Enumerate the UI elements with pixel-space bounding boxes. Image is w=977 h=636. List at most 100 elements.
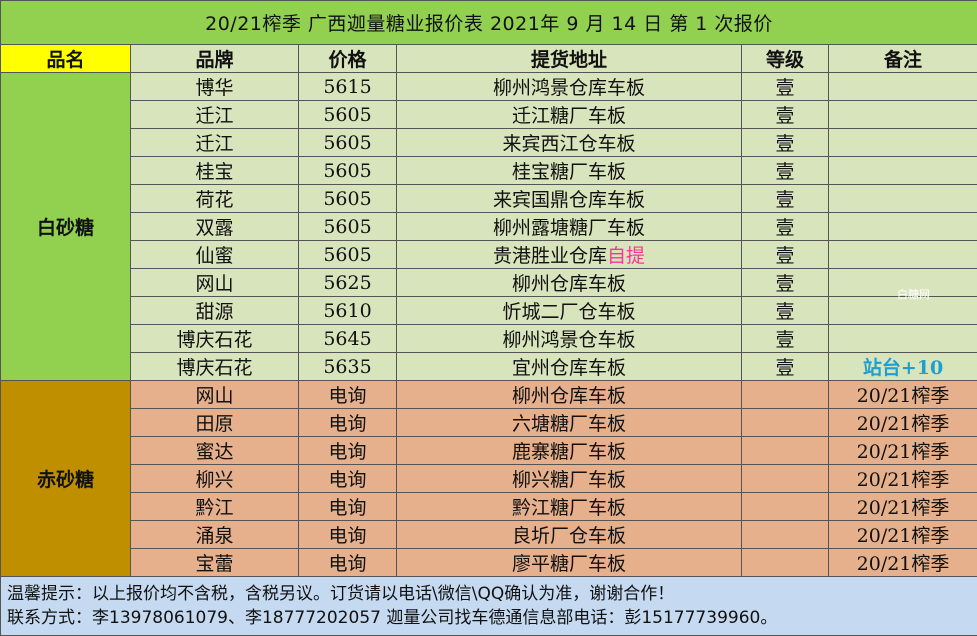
cell-location: 柳州仓库车板 [397,269,742,297]
cell-brand: 网山 [131,269,299,297]
cell-price: 电询 [299,549,397,577]
cell-note [829,101,977,129]
footer-contact: 联系方式：李13978061079、李18777202057 迦量公司找车德通信… [7,606,977,630]
cell-location: 黔江糖厂车板 [397,493,742,521]
cell-location: 良圻厂仓车板 [397,521,742,549]
cell-price: 电询 [299,521,397,549]
cell-brand: 博华 [131,73,299,101]
cell-location: 来宾国鼎仓库车板 [397,185,742,213]
cell-price: 电询 [299,437,397,465]
cell-note: 20/21榨季 [829,437,977,465]
cell-grade [742,465,829,493]
header-location: 提货地址 [397,45,742,73]
cell-grade [742,437,829,465]
cell-location: 忻城二厂仓车板 [397,297,742,325]
header-category: 品名 [1,45,131,73]
cell-grade: 壹 [742,185,829,213]
header-note: 备注 [829,45,977,73]
cell-note [829,213,977,241]
footer-notes: 温馨提示：以上报价均不含税，含税另议。订货请以电话\微信\QQ确认为准，谢谢合作… [1,577,977,636]
cell-note [829,157,977,185]
cell-grade [742,409,829,437]
cell-price: 电询 [299,381,397,409]
cell-note: 站台+10 [829,353,977,381]
cell-grade: 壹 [742,241,829,269]
cell-note: 20/21榨季 [829,381,977,409]
cell-grade [742,549,829,577]
cell-grade: 壹 [742,129,829,157]
cell-grade: 壹 [742,101,829,129]
cell-note [829,241,977,269]
sheet-title: 20/21榨季 广西迦量糖业报价表 2021年 9 月 14 日 第 1 次报价 [1,1,977,45]
cell-price: 5635 [299,353,397,381]
cell-price: 5605 [299,185,397,213]
cell-note [829,129,977,157]
cell-location: 贵港胜业仓库自提 [397,241,742,269]
cell-grade [742,381,829,409]
cell-brand: 田原 [131,409,299,437]
cell-location: 宜州仓库车板 [397,353,742,381]
cell-location: 桂宝糖厂车板 [397,157,742,185]
cell-grade [742,493,829,521]
cell-location: 柳州仓库车板 [397,381,742,409]
cell-grade: 壹 [742,73,829,101]
cell-note: 20/21榨季 [829,549,977,577]
cell-price: 5605 [299,129,397,157]
cell-brand: 博庆石花 [131,325,299,353]
cell-brand: 迁江 [131,101,299,129]
header-grade: 等级 [742,45,829,73]
cell-price: 电询 [299,493,397,521]
cell-price: 5605 [299,213,397,241]
cell-brand: 宝蕾 [131,549,299,577]
cell-brand: 迁江 [131,129,299,157]
cell-grade: 壹 [742,213,829,241]
table-row: 黔江电询黔江糖厂车板 20/21榨季 [1,493,977,521]
cell-brand: 甜源 [131,297,299,325]
cell-brand: 网山 [131,381,299,409]
cell-price: 5605 [299,101,397,129]
cell-brand: 蜜达 [131,437,299,465]
cell-price: 5645 [299,325,397,353]
cell-note: 20/21榨季 [829,493,977,521]
header-price: 价格 [299,45,397,73]
cell-brand: 荷花 [131,185,299,213]
cell-location: 柳州鸿景仓库车板 [397,73,742,101]
cell-location: 六塘糖厂车板 [397,409,742,437]
cell-location: 廖平糖厂车板 [397,549,742,577]
cell-brand: 博庆石花 [131,353,299,381]
cell-price: 电询 [299,465,397,493]
cell-grade: 壹 [742,269,829,297]
cell-price: 5625 [299,269,397,297]
cell-note [829,73,977,101]
cell-brand: 柳兴 [131,465,299,493]
cell-brand: 仙蜜 [131,241,299,269]
cell-grade: 壹 [742,297,829,325]
watermark-text: 白糖网 [897,286,930,302]
cell-brand: 涌泉 [131,521,299,549]
cell-location: 迁江糖厂车板 [397,101,742,129]
cell-location: 柳兴糖厂车板 [397,465,742,493]
header-brand: 品牌 [131,45,299,73]
category-white-sugar: 白砂糖 [1,73,131,381]
cell-price: 电询 [299,409,397,437]
category-red-sugar: 赤砂糖 [1,381,131,577]
cell-brand: 黔江 [131,493,299,521]
cell-note [829,185,977,213]
cell-note: 20/21榨季 [829,521,977,549]
